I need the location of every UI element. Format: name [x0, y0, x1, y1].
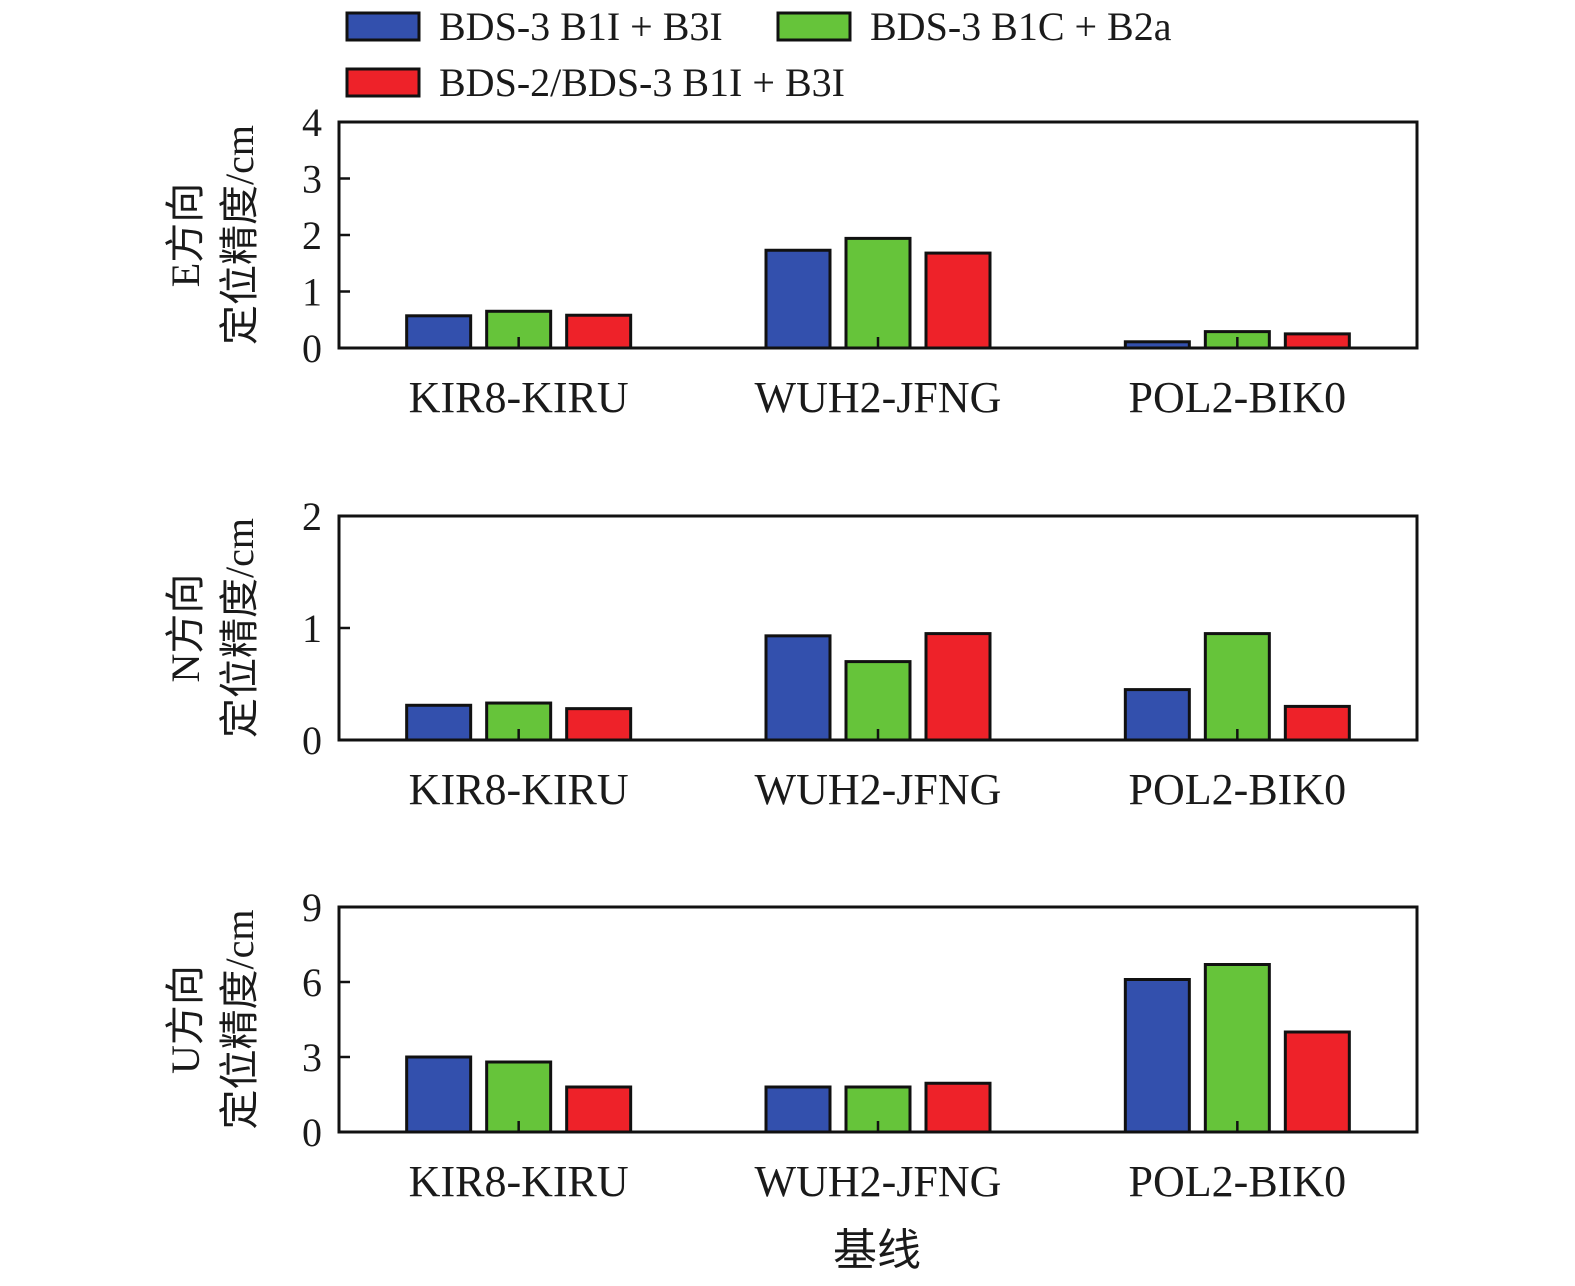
bar-pol2-bik0-series-3 — [1283, 332, 1351, 350]
panel-n-direction: 0 1 2 KIR8-KIRU WUH2-JFNG POL2-BIK0 N方向 定位精度/cm — [163, 494, 1419, 814]
category-label-wuh2-jfng: WUH2-JFNG — [755, 765, 1002, 814]
legend-label-2: BDS-3 B1C + B2a — [870, 4, 1172, 49]
bar-wuh2-jfng-series-2 — [844, 236, 912, 350]
legend-label-1: BDS-3 B1I + B3I — [439, 4, 723, 49]
bar-pol2-bik0-series-1 — [1123, 978, 1191, 1134]
bar-kir8-kiru-series-1 — [405, 314, 473, 350]
category-label-kir8-kiru: KIR8-KIRU — [409, 765, 629, 814]
category-label-pol2-bik0: POL2-BIK0 — [1129, 765, 1347, 814]
y-tick-label: 6 — [302, 960, 322, 1005]
bar-pol2-bik0-series-2 — [1203, 632, 1271, 742]
panel-u-direction: 0 3 6 9 KIR8-KIRU WUH2-JFNG POL2-BIK0 U方向 定位精度/c… — [163, 885, 1419, 1206]
y-axis-label-line-2: 定位精度/cm — [217, 910, 262, 1130]
bar-kir8-kiru-series-1 — [405, 1055, 473, 1134]
bar-pol2-bik0-series-2 — [1203, 963, 1271, 1134]
bar-pol2-bik0-series-1 — [1123, 688, 1191, 742]
y-axis-label-line-1: N方向 — [163, 574, 208, 683]
y-tick-label: 1 — [302, 606, 322, 651]
y-tick-label: 3 — [302, 157, 322, 202]
y-axis-label-line-2: 定位精度/cm — [217, 518, 262, 738]
legend-swatch-2 — [776, 11, 852, 42]
bar-pol2-bik0-series-3 — [1283, 1030, 1351, 1134]
bar-wuh2-jfng-series-3 — [924, 632, 992, 742]
bar-kir8-kiru-series-2 — [485, 1060, 553, 1134]
legend-label-3: BDS-2/BDS-3 B1I + B3I — [439, 60, 845, 105]
y-axis-label-line-1: E方向 — [163, 183, 208, 287]
y-tick-label: 3 — [302, 1035, 322, 1080]
bar-wuh2-jfng-series-3 — [924, 1081, 992, 1134]
bar-kir8-kiru-series-3 — [565, 1085, 633, 1134]
x-axis-label: 基线 — [833, 1226, 921, 1275]
y-tick-label: 0 — [302, 718, 322, 763]
bar-kir8-kiru-series-1 — [405, 703, 473, 742]
y-tick-label: 0 — [302, 326, 322, 371]
y-tick-label: 4 — [302, 100, 322, 145]
category-label-kir8-kiru: KIR8-KIRU — [409, 1157, 629, 1206]
category-label-kir8-kiru: KIR8-KIRU — [409, 373, 629, 422]
bar-pol2-bik0-series-3 — [1283, 704, 1351, 742]
y-axis-label-line-2: 定位精度/cm — [217, 125, 262, 345]
y-tick-label: 9 — [302, 885, 322, 930]
bar-wuh2-jfng-series-1 — [764, 248, 832, 350]
category-label-pol2-bik0: POL2-BIK0 — [1129, 1157, 1347, 1206]
bar-kir8-kiru-series-3 — [565, 707, 633, 742]
legend: BDS-3 B1I + B3I BDS-3 B1C + B2a BDS-2/BDS-… — [345, 4, 1172, 105]
y-tick-label: 0 — [302, 1110, 322, 1155]
y-axis-label-line-1: U方向 — [163, 965, 208, 1074]
bar-wuh2-jfng-series-1 — [764, 1085, 832, 1134]
legend-swatch-3 — [345, 67, 421, 98]
y-tick-label: 1 — [302, 270, 322, 315]
bar-wuh2-jfng-series-3 — [924, 251, 992, 350]
bar-wuh2-jfng-series-1 — [764, 634, 832, 742]
panel-e-direction: 0 1 2 3 4 KIR8-KIRU WUH2-JFNG POL2-BIK0 E方向 定位精度/… — [163, 100, 1419, 422]
bar-wuh2-jfng-series-2 — [844, 660, 912, 742]
legend-swatch-1 — [345, 11, 421, 42]
category-label-wuh2-jfng: WUH2-JFNG — [755, 1157, 1002, 1206]
y-tick-label: 2 — [302, 213, 322, 258]
category-label-pol2-bik0: POL2-BIK0 — [1129, 373, 1347, 422]
bar-kir8-kiru-series-3 — [565, 313, 633, 350]
category-label-wuh2-jfng: WUH2-JFNG — [755, 373, 1002, 422]
y-tick-label: 2 — [302, 494, 322, 539]
bar-kir8-kiru-series-2 — [485, 309, 553, 350]
